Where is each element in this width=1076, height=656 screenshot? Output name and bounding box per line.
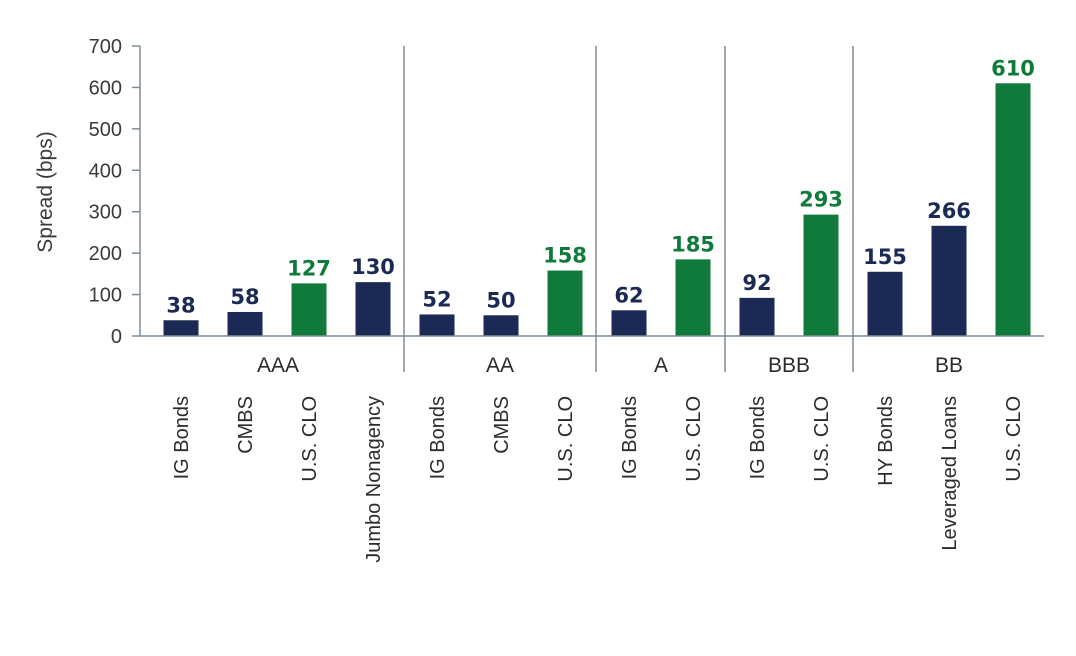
y-tick-label: 600 [89, 77, 122, 99]
bars: 38 58 127 130 52 50 158 62 185 92 293 155 266 610 [163, 56, 1035, 337]
category-label: U.S. CLO [811, 396, 833, 482]
y-axis: 0 100 200 300 400 500 600 700 [89, 36, 141, 348]
bar [483, 315, 519, 336]
category-label: Leveraged Loans [939, 396, 961, 551]
bar [931, 225, 967, 336]
bar [163, 320, 199, 336]
data-label: 92 [742, 271, 771, 295]
category-label: IG Bonds [747, 396, 769, 479]
bar [291, 283, 327, 336]
data-label: 127 [287, 256, 331, 280]
category-label: Jumbo Nonagency [363, 396, 385, 563]
group-label: BBB [768, 354, 810, 377]
bar [611, 310, 647, 336]
category-label: HY Bonds [875, 396, 897, 486]
y-tick-label: 700 [89, 36, 122, 58]
category-label: IG Bonds [171, 396, 193, 479]
group-label: AAA [257, 354, 299, 377]
y-tick-label: 0 [111, 326, 122, 348]
data-label: 130 [351, 255, 395, 279]
category-label: U.S. CLO [1003, 396, 1025, 482]
data-label: 158 [543, 244, 587, 268]
y-tick-label: 100 [89, 285, 122, 307]
bar [675, 259, 711, 336]
data-label: 155 [863, 245, 907, 269]
y-tick-label: 400 [89, 160, 122, 182]
bar [867, 271, 903, 336]
y-tick-label: 300 [89, 202, 122, 224]
category-label: U.S. CLO [555, 396, 577, 482]
y-axis-title: Spread (bps) [34, 131, 57, 252]
category-label: CMBS [491, 396, 513, 454]
bar [803, 214, 839, 336]
data-label: 185 [671, 232, 715, 256]
bar [227, 311, 263, 336]
y-tick-label: 500 [89, 119, 122, 141]
bar [547, 270, 583, 336]
group-label: A [654, 354, 668, 377]
group-label: BB [935, 354, 963, 377]
data-label: 293 [799, 188, 843, 212]
group-label: AA [486, 354, 514, 377]
category-label: U.S. CLO [299, 396, 321, 482]
bar [995, 83, 1031, 337]
y-tick-label: 200 [89, 243, 122, 265]
category-label: CMBS [235, 396, 257, 454]
data-label: 58 [230, 285, 259, 309]
category-label: U.S. CLO [683, 396, 705, 482]
category-label: IG Bonds [427, 396, 449, 479]
data-label: 52 [422, 287, 451, 311]
data-label: 266 [927, 199, 971, 223]
data-label: 62 [614, 283, 643, 307]
data-label: 38 [166, 293, 195, 317]
bar [355, 282, 391, 336]
category-label: IG Bonds [619, 396, 641, 479]
bar [419, 314, 455, 336]
bar [739, 297, 775, 336]
data-label: 610 [991, 56, 1035, 80]
data-label: 50 [486, 288, 515, 312]
